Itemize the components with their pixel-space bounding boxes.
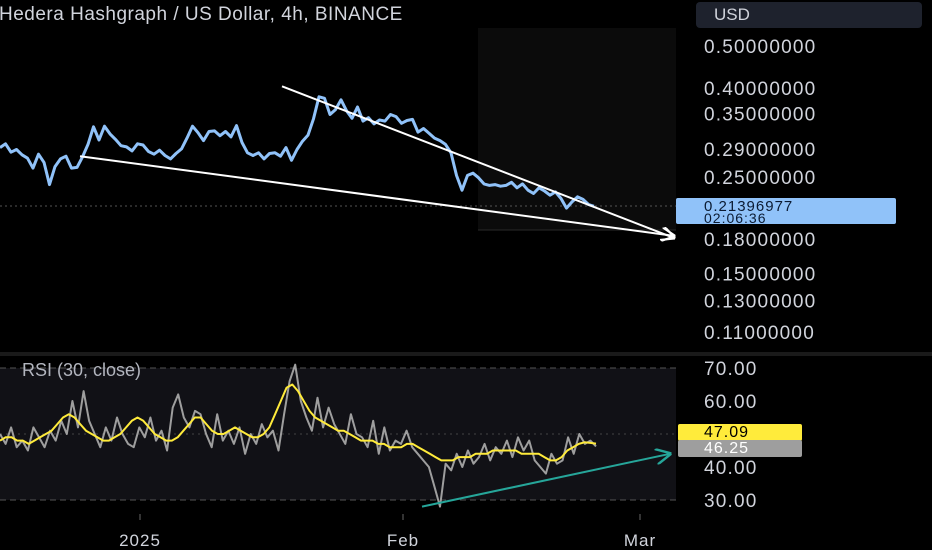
price-scale-label: 0.40000000 — [704, 79, 816, 100]
price-scale-label: 0.15000000 — [704, 264, 816, 285]
price-scale-label: 0.35000000 — [704, 104, 816, 125]
rsi-scale-label: 70.00 — [704, 359, 758, 380]
rsi-scale-label: 40.00 — [704, 458, 758, 479]
symbol-title: Hedera Hashgraph / US Dollar, 4h, BINANC… — [0, 4, 403, 25]
rsi-ma-tag: 47.09 — [678, 424, 802, 441]
price-scale-label: 0.50000000 — [704, 37, 816, 58]
rsi-divergence-arrow[interactable] — [421, 454, 670, 508]
time-axis-label: 2025 — [119, 531, 161, 550]
currency-button[interactable]: USD — [696, 2, 922, 28]
time-axis-label: Mar — [624, 531, 656, 550]
rsi-scale-label: 30.00 — [704, 491, 758, 512]
lower-trendline[interactable] — [79, 155, 674, 236]
price-scale-label: 0.25000000 — [704, 168, 816, 189]
bar-countdown: 02:06:36 — [704, 210, 767, 226]
rsi-ma-line — [0, 383, 597, 462]
rsi-line — [0, 363, 597, 508]
rsi-value-tag: 46.25 — [678, 440, 802, 457]
price-scale-label: 0.18000000 — [704, 230, 816, 251]
last-price-tag: 0.21396977 02:06:36 — [676, 198, 896, 226]
price-series-line — [0, 95, 595, 210]
last-price: 0.21396977 — [704, 198, 794, 215]
axes: 0.50000000 0.40000000 0.35000000 0.29000000… — [119, 37, 816, 550]
price-scale-label: 0.13000000 — [704, 291, 816, 312]
rsi-pane[interactable] — [0, 363, 670, 508]
price-scale-label: 0.11000000 — [704, 323, 815, 344]
price-scale-label: 0.29000000 — [704, 140, 816, 161]
rsi-scale-label: 60.00 — [704, 392, 758, 413]
price-pane[interactable] — [0, 85, 674, 238]
upper-trendline[interactable] — [281, 85, 674, 238]
rsi-title: RSI (30, close) — [22, 360, 141, 380]
time-axis-label: Feb — [387, 531, 419, 550]
pane-separator[interactable] — [0, 352, 932, 356]
